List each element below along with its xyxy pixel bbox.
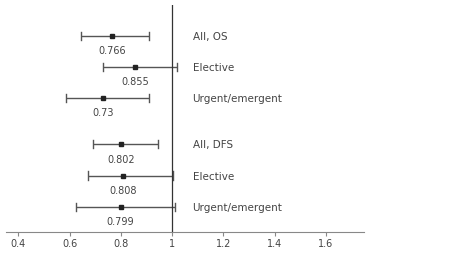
- Text: Elective: Elective: [192, 62, 234, 72]
- Text: Urgent/emergent: Urgent/emergent: [192, 202, 283, 212]
- Text: 0.855: 0.855: [121, 77, 149, 87]
- Text: 0.808: 0.808: [109, 185, 137, 195]
- Text: 0.799: 0.799: [107, 216, 135, 226]
- Text: All, DFS: All, DFS: [192, 140, 233, 150]
- Text: 0.73: 0.73: [92, 108, 114, 118]
- Text: All, OS: All, OS: [192, 31, 227, 41]
- Text: Elective: Elective: [192, 171, 234, 181]
- Text: 0.766: 0.766: [98, 46, 126, 56]
- Text: Urgent/emergent: Urgent/emergent: [192, 93, 283, 103]
- Text: 0.802: 0.802: [108, 154, 135, 164]
